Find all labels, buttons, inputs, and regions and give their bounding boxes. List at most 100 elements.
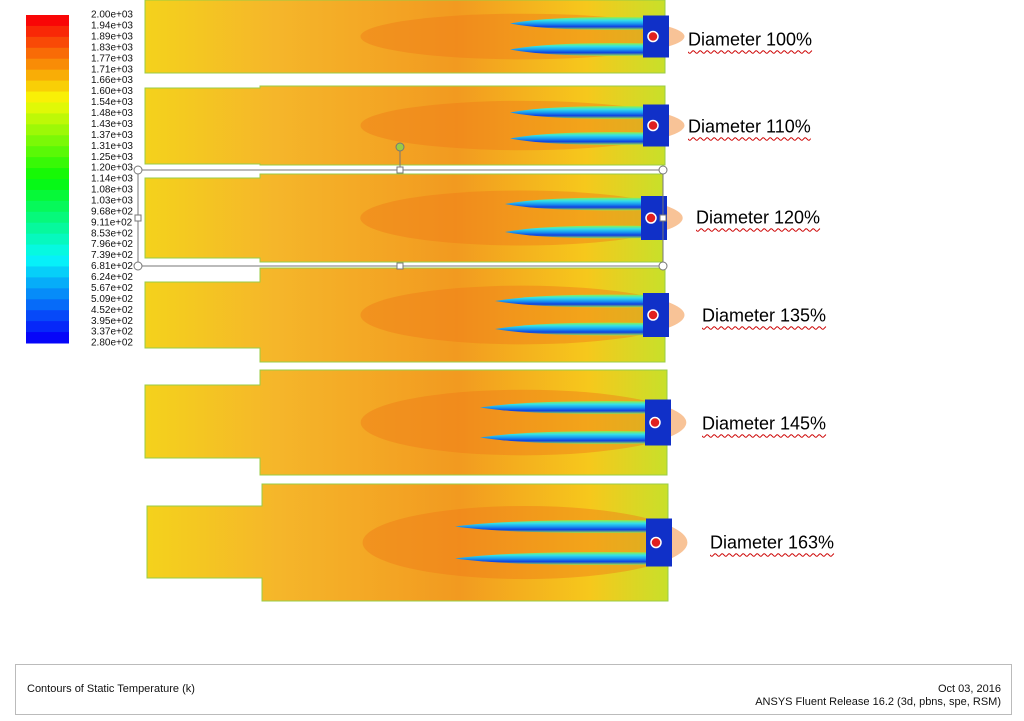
legend-swatch <box>26 211 69 224</box>
figure: 2.00e+031.94e+031.89e+031.83e+031.77e+03… <box>26 0 688 602</box>
flame <box>510 132 650 145</box>
selection-box <box>133 142 668 271</box>
legend-label: 5.67e+02 <box>91 283 133 294</box>
legend-swatch <box>26 277 69 289</box>
legend-label: 1.14e+03 <box>91 174 133 185</box>
legend-swatch <box>26 124 69 136</box>
legend-label: 9.11e+02 <box>91 217 133 228</box>
legend-label: 1.89e+03 <box>91 32 133 43</box>
legend-label: 1.60e+03 <box>91 86 133 97</box>
hot-zone <box>360 285 685 345</box>
hot-zone <box>362 505 688 580</box>
legend-swatch <box>26 135 69 147</box>
legend-label: 4.52e+02 <box>91 305 133 316</box>
legend-label: 2.00e+03 <box>91 10 133 21</box>
domain <box>144 85 666 166</box>
legend-swatch <box>26 266 69 278</box>
legend-swatch <box>26 255 69 267</box>
flame <box>495 322 650 336</box>
case-label: Diameter 110% <box>688 116 811 137</box>
contour-panels <box>144 0 688 602</box>
flame <box>505 197 648 211</box>
domain <box>144 267 666 363</box>
legend-swatch <box>26 189 69 202</box>
legend-swatch <box>26 102 69 114</box>
legend-swatch <box>26 233 69 246</box>
legend-swatch <box>26 179 69 191</box>
flame <box>480 401 652 414</box>
legend-label: 1.08e+03 <box>91 185 133 196</box>
flame <box>505 225 648 239</box>
legend-swatch <box>26 58 69 71</box>
case-label: Diameter 120% <box>696 207 821 228</box>
legend-label: 1.48e+03 <box>91 108 133 119</box>
case-label: Diameter 163% <box>710 532 835 553</box>
domain <box>146 483 669 602</box>
legend-label: 5.09e+02 <box>91 294 133 305</box>
legend-swatch <box>26 91 69 103</box>
legend-swatch <box>26 15 69 27</box>
legend-swatch <box>26 310 69 322</box>
legend-label: 7.39e+02 <box>91 250 133 261</box>
contour-panel <box>144 267 685 363</box>
footer-date: Oct 03, 2016 <box>938 683 1001 695</box>
legend-swatch <box>26 25 69 38</box>
color-legend: 2.00e+031.94e+031.89e+031.83e+031.77e+03… <box>26 10 133 349</box>
legend-swatch <box>26 146 69 158</box>
legend-label: 7.96e+02 <box>91 239 133 250</box>
flame <box>455 520 653 533</box>
legend-swatch <box>26 36 69 49</box>
nozzle-core <box>650 536 662 549</box>
nozzle-core <box>649 416 661 429</box>
flame <box>510 43 650 56</box>
flame <box>510 17 650 30</box>
flame <box>495 294 650 308</box>
legend-label: 9.68e+02 <box>91 206 133 217</box>
legend-swatch <box>26 113 69 125</box>
legend-label: 6.81e+02 <box>91 261 133 272</box>
legend-label: 8.53e+02 <box>91 228 133 239</box>
nozzle-core <box>647 309 659 321</box>
legend-swatch <box>26 244 69 257</box>
contour-panel <box>146 483 688 602</box>
legend-label: 6.24e+02 <box>91 272 133 283</box>
flame <box>510 106 650 119</box>
contour-panel <box>144 0 685 74</box>
nozzle-core <box>647 30 659 43</box>
legend-label: 1.83e+03 <box>91 42 133 53</box>
case-label: Diameter 145% <box>702 413 827 434</box>
legend-label: 1.31e+03 <box>91 141 133 152</box>
case-label: Diameter 100% <box>688 29 813 50</box>
domain <box>144 0 666 74</box>
legend-label: 1.66e+03 <box>91 75 133 86</box>
footer-release: ANSYS Fluent Release 16.2 (3d, pbns, spe… <box>755 696 1001 708</box>
nozzle-core <box>647 119 659 132</box>
legend-label: 1.94e+03 <box>91 21 133 32</box>
legend-label: 3.37e+02 <box>91 327 133 338</box>
legend-swatch <box>26 222 69 235</box>
legend-label: 1.77e+03 <box>91 53 133 64</box>
legend-label: 1.43e+03 <box>91 119 133 130</box>
nozzle-core <box>645 212 657 224</box>
legend-swatch <box>26 288 69 300</box>
legend-label: 1.25e+03 <box>91 152 133 163</box>
contour-panel <box>144 85 685 166</box>
footer: Contours of Static Temperature (k) Oct 0… <box>15 664 1012 715</box>
legend-label: 1.20e+03 <box>91 163 133 174</box>
legend-label: 1.37e+03 <box>91 130 133 141</box>
legend-swatch <box>26 200 69 213</box>
legend-swatch <box>26 80 69 93</box>
legend-label: 3.95e+02 <box>91 316 133 327</box>
legend-label: 1.54e+03 <box>91 97 133 108</box>
footer-title: Contours of Static Temperature (k) <box>27 683 195 695</box>
legend-label: 1.71e+03 <box>91 64 133 75</box>
legend-swatch <box>26 168 69 180</box>
flame <box>480 431 652 444</box>
legend-swatch <box>26 299 69 311</box>
legend-swatch <box>26 69 69 82</box>
contour-panel <box>144 369 687 476</box>
case-label: Diameter 135% <box>702 305 827 326</box>
domain <box>144 369 668 476</box>
legend-swatch <box>26 332 69 344</box>
